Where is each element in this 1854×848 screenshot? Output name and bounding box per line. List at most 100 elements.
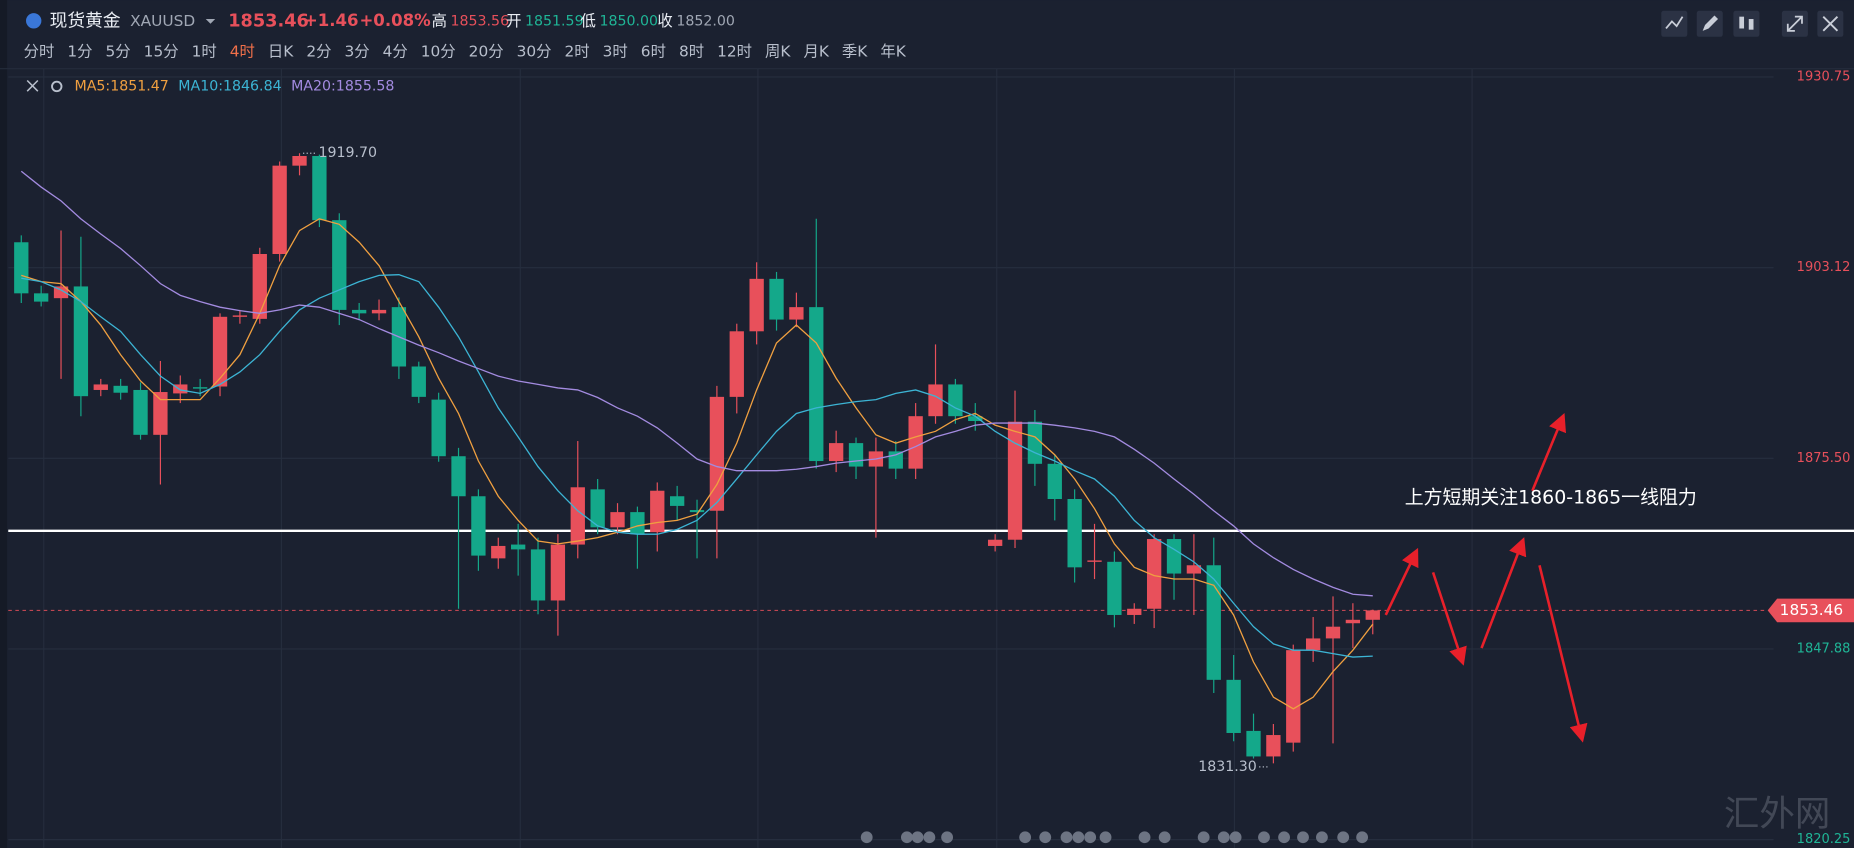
candle-body — [371, 309, 387, 314]
candle-body — [1047, 463, 1062, 500]
candle-body — [351, 309, 367, 314]
header: 现货黄金 XAUUSD 1853.46 +1.46 +0.08% 高 1853.… — [26, 10, 735, 31]
candle-body — [828, 443, 844, 462]
candle-body — [1345, 619, 1361, 624]
candle-body — [1365, 610, 1380, 620]
left-edge — [0, 0, 8, 848]
candle-body — [312, 155, 327, 221]
change: +1.46 — [304, 11, 359, 30]
y-tick-label: 1930.75 — [1797, 69, 1851, 84]
legend-entry: MA5:1851.47 — [74, 78, 168, 94]
tool-icon — [1739, 16, 1745, 29]
candle-body — [1246, 730, 1261, 757]
period-tab[interactable]: 分时 — [24, 43, 55, 61]
candle-body — [948, 384, 963, 417]
last-price-label: 1853.46 — [1780, 601, 1844, 619]
candle-body — [34, 293, 49, 302]
tool-button[interactable] — [1733, 10, 1760, 37]
candle-body — [14, 242, 29, 294]
candle-body — [809, 307, 824, 462]
period-tab[interactable]: 月K — [803, 43, 829, 61]
low-label: 低 — [581, 12, 596, 30]
plot-area: 1820.25 1847.88 1875.50 1903.12 1930.75 1853.… — [8, 69, 1854, 847]
candle-body — [709, 396, 725, 511]
event-icons — [860, 831, 1369, 844]
candle-body — [1286, 650, 1301, 743]
candle-body — [510, 544, 526, 550]
period-tab[interactable]: 20分 — [469, 43, 504, 61]
period-tab[interactable]: 日K — [268, 43, 294, 61]
candle-body — [252, 253, 267, 319]
period-tab[interactable]: 3时 — [603, 43, 628, 61]
legend-entry: MA20:1855.58 — [291, 78, 394, 94]
period-tab[interactable]: 1时 — [192, 43, 217, 61]
candle-body — [73, 286, 89, 397]
period-tab[interactable]: 6时 — [641, 43, 666, 61]
period-tab[interactable]: 5分 — [106, 43, 131, 61]
candle-body — [908, 416, 923, 469]
last-price-tag — [1767, 598, 1854, 623]
period-tab[interactable]: 周K — [765, 43, 791, 61]
y-tick-label: 1875.50 — [1797, 451, 1851, 466]
candle-body — [212, 316, 228, 387]
period-tab[interactable]: 10分 — [421, 43, 456, 61]
legend: MA5:1851.47 MA10:1846.84 MA20:1855.58 — [74, 78, 394, 94]
period-tab[interactable]: 2时 — [565, 43, 590, 61]
candle-body — [193, 387, 208, 389]
period-tab[interactable]: 30分 — [517, 43, 552, 61]
y-tick-label: 1903.12 — [1797, 260, 1851, 275]
dropdown-caret[interactable] — [205, 19, 216, 24]
candle-body — [113, 385, 128, 393]
candle-body — [1007, 421, 1023, 540]
symbol[interactable]: XAUUSD — [130, 12, 195, 30]
high-label: 高 — [432, 12, 447, 30]
candle-body — [232, 315, 248, 317]
candle-body — [610, 512, 625, 528]
candle-body — [650, 490, 665, 533]
candle-body — [987, 539, 1003, 546]
period-tab[interactable]: 4时 — [230, 43, 255, 61]
candle-body — [1067, 499, 1082, 568]
candle-body — [769, 278, 784, 320]
low-value: 1850.00 — [599, 13, 658, 29]
period-tab[interactable]: 2分 — [306, 43, 331, 61]
period-tab[interactable]: 年K — [880, 43, 906, 61]
close-indicator[interactable] — [26, 79, 39, 92]
period-tab[interactable]: 4分 — [383, 43, 408, 61]
candle-body — [968, 416, 983, 422]
instrument-title: 现货黄金 — [50, 10, 121, 31]
candle-body — [1305, 638, 1321, 651]
period-tab[interactable]: 12时 — [717, 43, 752, 61]
period-tab[interactable]: 15分 — [144, 43, 179, 61]
arrow — [1538, 564, 1588, 743]
candle-body — [689, 510, 705, 513]
period-tab[interactable]: 3分 — [344, 43, 369, 61]
candle-body — [789, 307, 804, 320]
ma-line — [21, 218, 1374, 710]
candle-body — [1206, 565, 1221, 680]
arrow — [1431, 571, 1467, 666]
open-label: 开 — [506, 12, 521, 30]
tool-icon — [1822, 15, 1839, 32]
annotation: 上方短期关注1860-1865一线阻力 — [1405, 486, 1697, 508]
close-value: 1852.00 — [676, 13, 735, 29]
arrow — [1531, 412, 1566, 492]
tool-icon — [1665, 16, 1684, 30]
candle-body — [1087, 560, 1102, 562]
settings-icon[interactable] — [51, 80, 63, 93]
candle-body — [1146, 539, 1162, 609]
high-label: 1919.70 — [318, 145, 377, 161]
period-tab[interactable]: 1分 — [67, 43, 92, 61]
candle-body — [93, 384, 108, 390]
y-tick-label: 1820.25 — [1797, 832, 1851, 847]
candle-body — [928, 384, 943, 417]
y-tick-label: 1847.88 — [1797, 641, 1851, 656]
period-tab[interactable]: 季K — [842, 43, 868, 61]
symbol-icon — [26, 13, 42, 29]
period-tab[interactable]: 8时 — [679, 43, 704, 61]
tool-icon — [1786, 15, 1803, 32]
open-value: 1851.59 — [525, 13, 584, 29]
candle-body — [550, 544, 566, 601]
